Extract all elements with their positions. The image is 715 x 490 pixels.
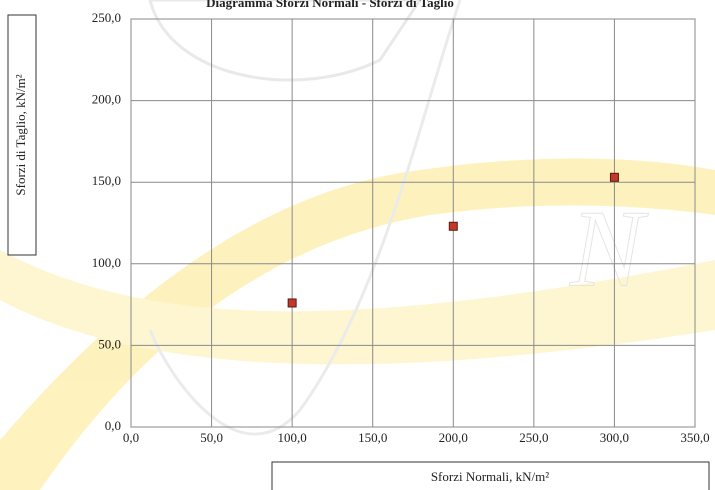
x-tick-label: 200,0 — [439, 430, 468, 445]
y-axis-label: Sforzi di Taglio, kN/m² — [13, 74, 28, 195]
x-axis-label: Sforzi Normali, kN/m² — [431, 469, 549, 484]
chart-title: Diagramma Sforzi Normali - Sforzi di Tag… — [206, 0, 454, 10]
x-tick-label: 0,0 — [123, 430, 139, 445]
point — [287, 298, 297, 308]
point — [609, 172, 619, 182]
x-tick-label: 300,0 — [600, 430, 629, 445]
y-tick-label: 0,0 — [105, 418, 121, 433]
x-tick-label: 250,0 — [519, 430, 548, 445]
x-label-box — [271, 461, 710, 490]
x-tick-label: 50,0 — [200, 430, 223, 445]
x-tick-label: 150,0 — [358, 430, 387, 445]
x-tick-label: 100,0 — [278, 430, 307, 445]
y-tick-label: 200,0 — [92, 92, 121, 107]
y-tick-label: 100,0 — [92, 255, 121, 270]
point — [448, 221, 458, 231]
x-tick-label: 350,0 — [680, 430, 709, 445]
watermark-letter: N — [569, 187, 649, 309]
y-tick-label: 250,0 — [92, 10, 121, 25]
y-label-box — [7, 14, 37, 256]
y-tick-label: 150,0 — [92, 173, 121, 188]
y-tick-label: 50,0 — [98, 336, 121, 351]
